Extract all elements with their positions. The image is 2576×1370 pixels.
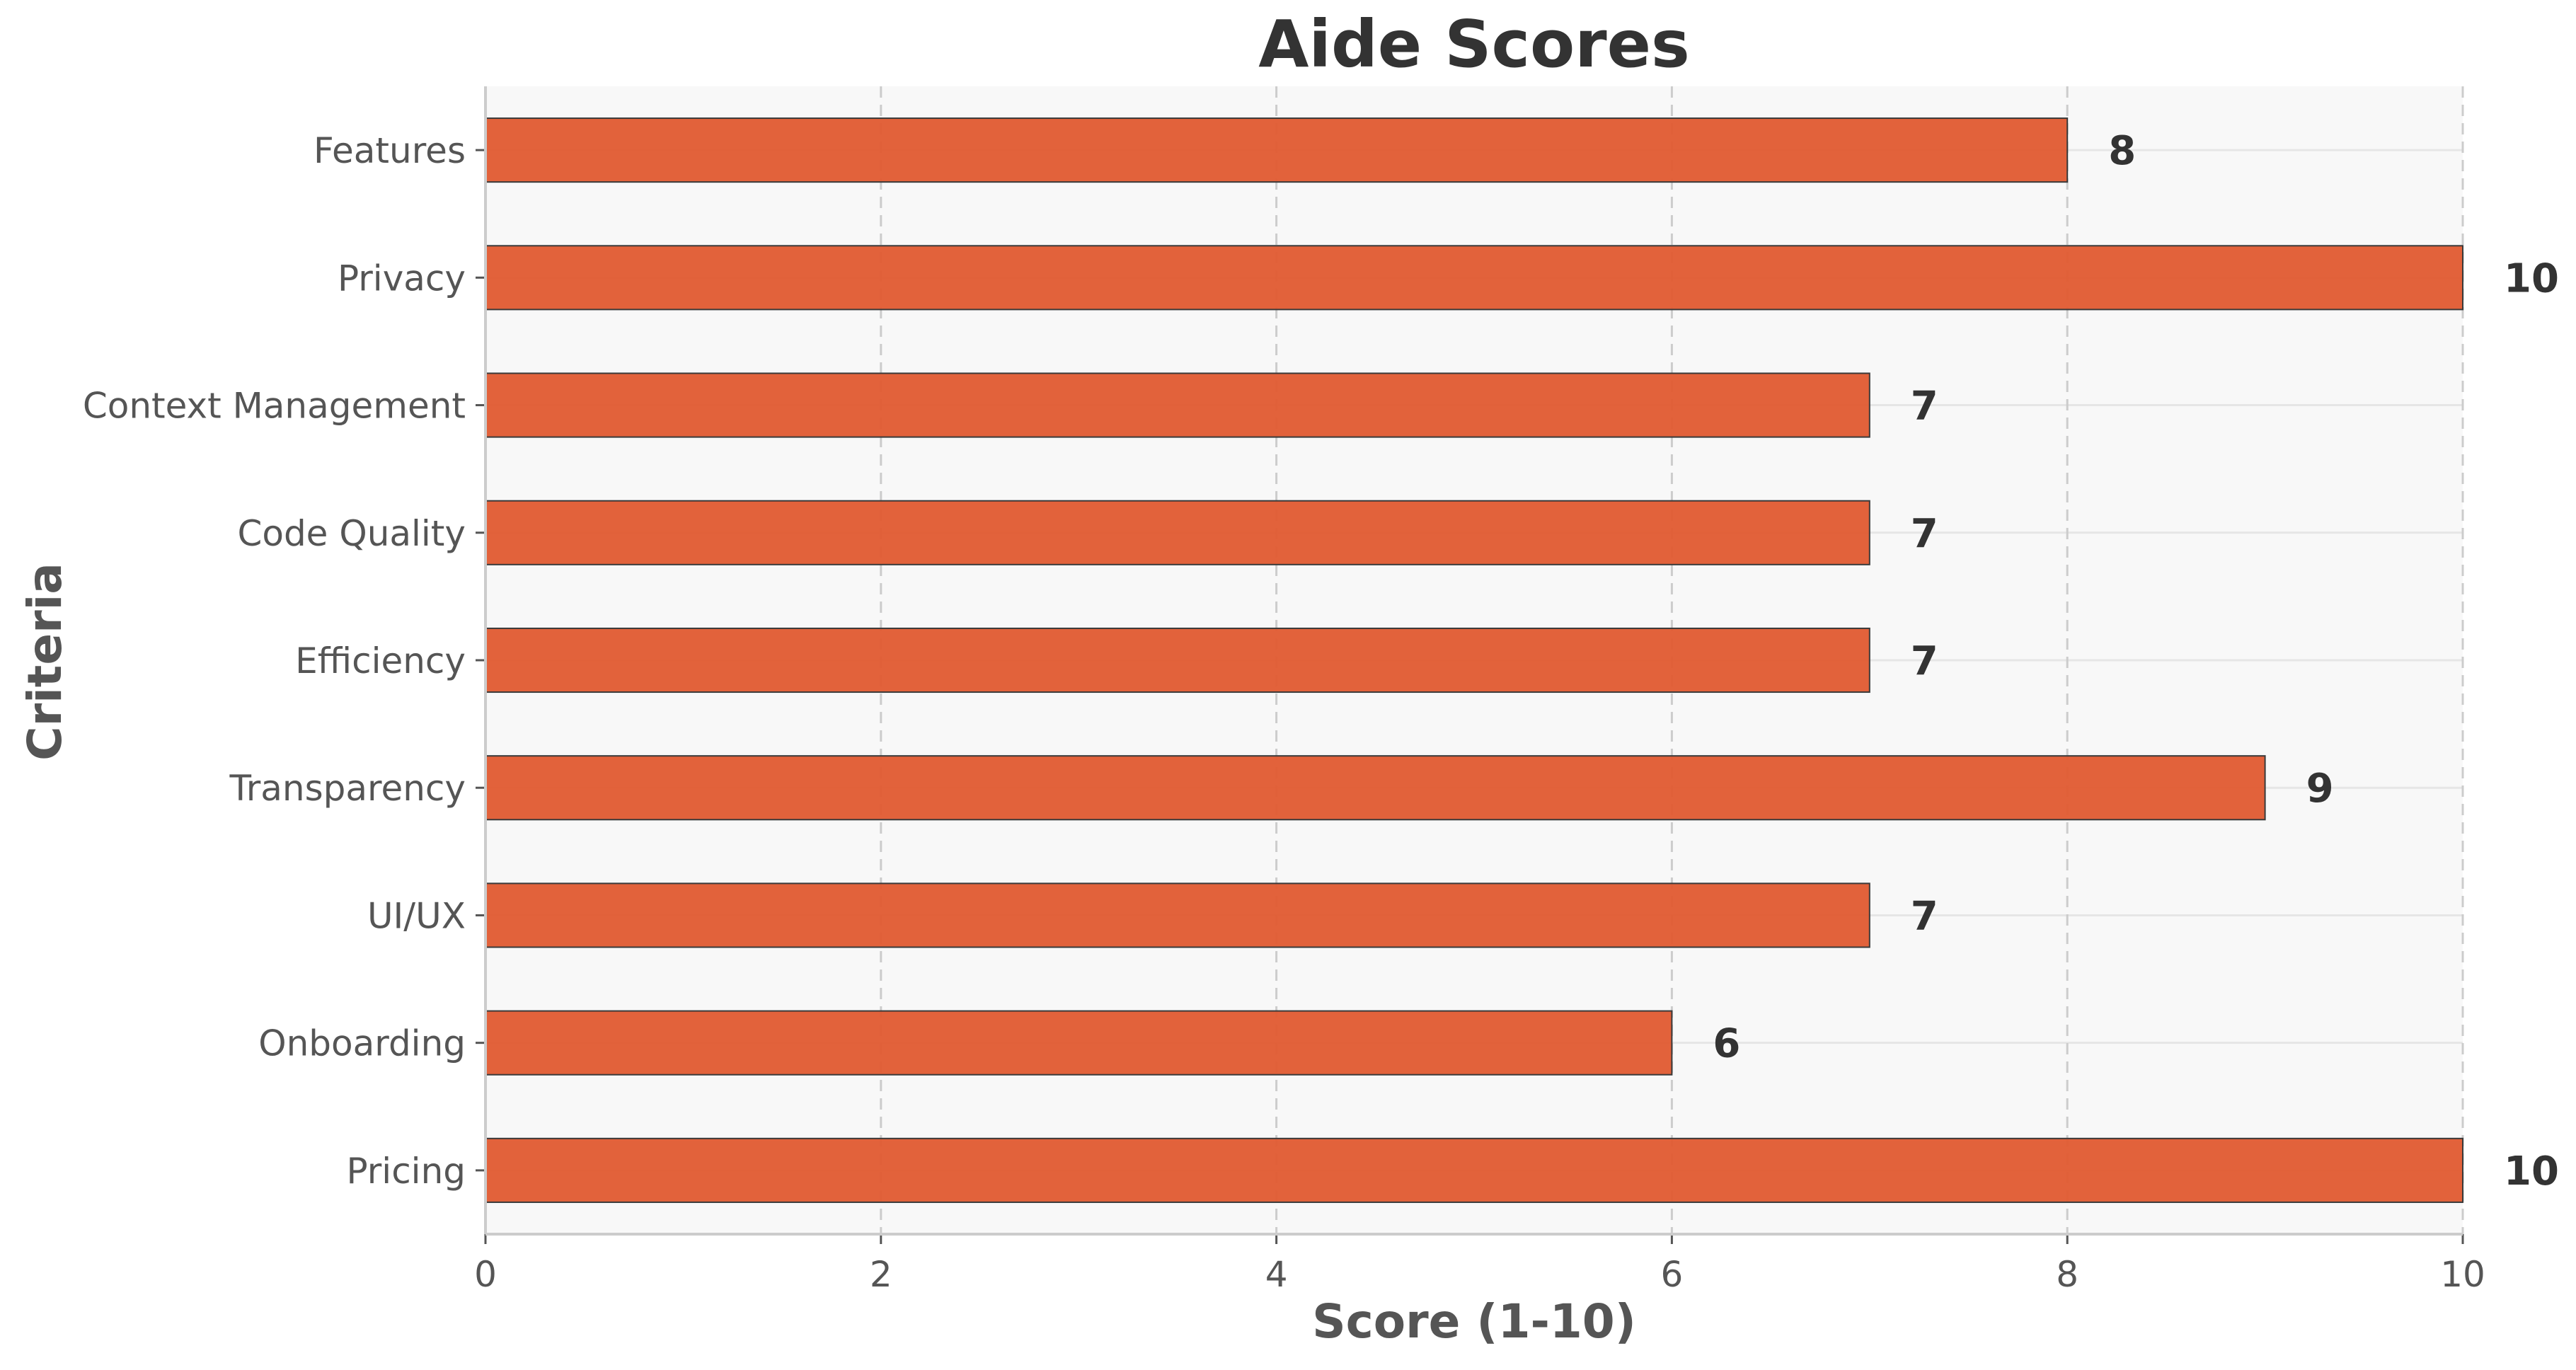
y-tick-label: UI/UX [367, 895, 466, 936]
x-tick-label: 8 [2056, 1254, 2078, 1295]
bar [485, 882, 1870, 948]
chart-title: Aide Scores [1258, 6, 1690, 82]
bar-value-label: 8 [2108, 128, 2136, 174]
bar [485, 117, 2069, 183]
bar [485, 627, 1870, 693]
x-tick-label: 4 [1265, 1254, 1288, 1295]
bar [485, 1010, 1673, 1076]
labels: 8 Features 10 Privacy 7 Context Management 7 Co… [83, 128, 2559, 1295]
y-tick-label: Onboarding [258, 1023, 466, 1064]
bar-value-label: 6 [1713, 1021, 1740, 1067]
bar-value-label: 7 [1911, 511, 1938, 557]
bar-value-label: 7 [1911, 384, 1938, 430]
x-tick-label: 6 [1660, 1254, 1683, 1295]
y-tick-label: Context Management [83, 386, 466, 427]
y-tick-label: Features [314, 130, 466, 171]
bar-value-label: 10 [2504, 255, 2559, 301]
y-tick-label: Efficiency [295, 640, 466, 681]
x-tick-label: 10 [2440, 1254, 2485, 1295]
bar-value-label: 7 [1911, 638, 1938, 684]
bar-value-label: 7 [1911, 893, 1938, 939]
y-tick-label: Privacy [338, 258, 466, 299]
x-tick-label: 2 [870, 1254, 892, 1295]
bar [485, 372, 1870, 438]
bar [485, 245, 2463, 311]
axes [476, 86, 2464, 1244]
y-tick-label: Pricing [346, 1151, 466, 1192]
x-tick-label: 0 [474, 1254, 497, 1295]
y-tick-label: Code Quality [237, 513, 466, 554]
bar [485, 755, 2266, 821]
bar [485, 500, 1870, 565]
x-axis-title: Score (1-10) [1312, 1294, 1636, 1349]
y-axis-title: Criteria [18, 563, 72, 761]
bar-value-label: 9 [2306, 766, 2334, 812]
bar-value-label: 10 [2504, 1149, 2559, 1195]
y-tick-label: Transparency [229, 768, 466, 809]
bar [485, 1137, 2463, 1203]
